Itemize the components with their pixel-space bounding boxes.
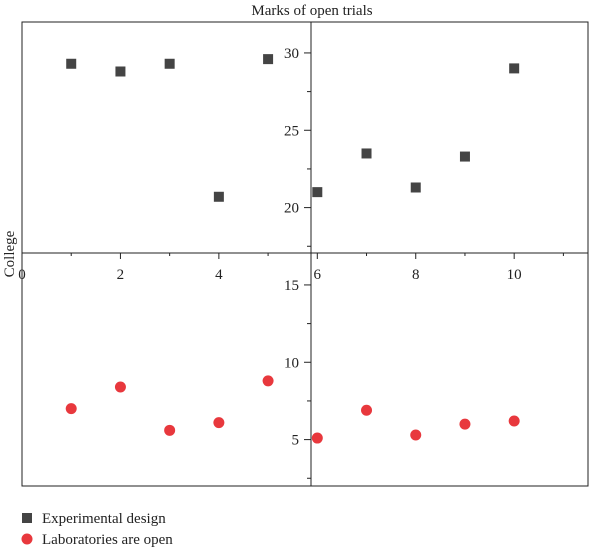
data-point-circle (65, 403, 77, 415)
data-point-square (312, 187, 323, 198)
x-tick-label: 10 (507, 267, 522, 283)
data-point-square (164, 58, 175, 69)
data-point-circle (164, 424, 176, 436)
data-point-circle (311, 432, 323, 444)
x-tick-label: 8 (412, 267, 420, 283)
y-tick-label: 20 (284, 201, 299, 217)
x-tick-label: 6 (314, 267, 322, 283)
data-point-square (410, 182, 421, 193)
data-point-square (509, 63, 520, 74)
data-point-square (66, 58, 77, 69)
data-point-square (263, 54, 274, 65)
data-point-circle (459, 418, 471, 430)
y-tick-label: 5 (292, 433, 300, 449)
data-point-circle (114, 381, 126, 393)
legend-label: Experimental design (42, 511, 166, 527)
y-tick-label: 15 (284, 278, 299, 294)
y-tick-label: 25 (284, 123, 299, 139)
x-tick-label: 4 (215, 267, 223, 283)
data-point-circle (508, 415, 520, 427)
data-point-circle (410, 429, 422, 441)
data-point-square (361, 148, 372, 159)
data-point-circle (262, 375, 274, 387)
data-marks (65, 54, 520, 444)
plot-frame (21, 21, 589, 487)
data-point-square (213, 191, 224, 202)
data-point-square (459, 151, 470, 162)
data-point-circle (361, 404, 373, 416)
data-point-square (115, 66, 126, 77)
legend: Experimental design Laboratories are open (21, 511, 173, 548)
axes: 0 2 4 6 8 10 5 10 15 20 25 30 (18, 22, 588, 486)
y-tick-label: 10 (284, 355, 299, 371)
legend-square-icon (22, 513, 32, 523)
y-tick-label: 30 (284, 46, 299, 62)
chart-title: Marks of open trials (251, 3, 372, 19)
legend-label: Laboratories are open (42, 532, 173, 548)
legend-circle-icon (21, 533, 33, 545)
y-axis-label: College (2, 230, 18, 277)
data-point-circle (213, 417, 225, 429)
x-tick-label: 2 (117, 267, 125, 283)
x-tick-label: 0 (18, 267, 26, 283)
